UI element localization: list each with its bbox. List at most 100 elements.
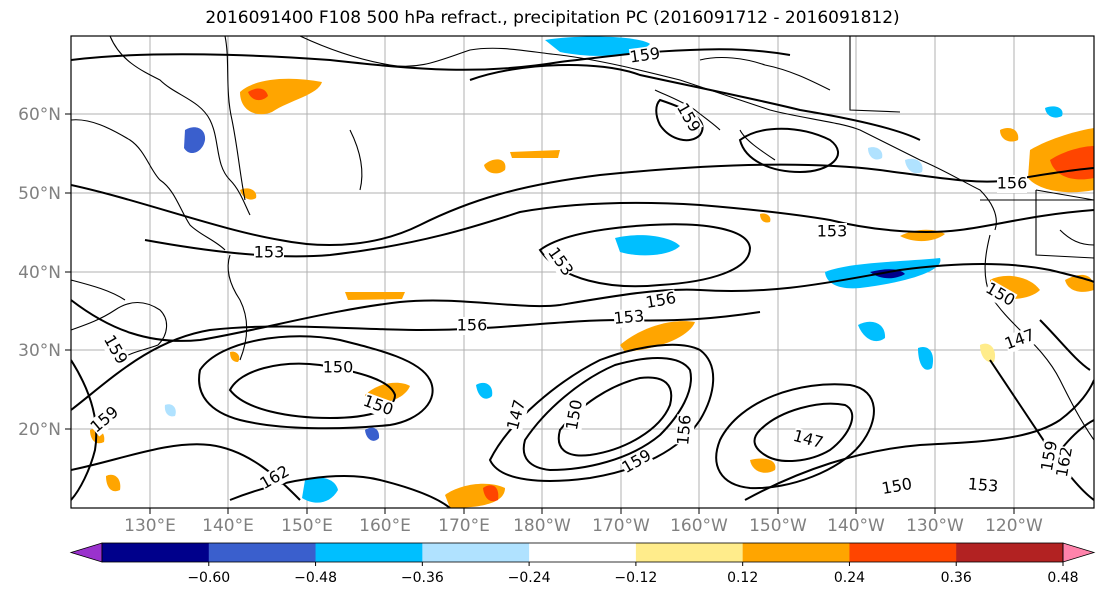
lon-label-130w: 130°W bbox=[906, 516, 964, 536]
colorbar-tick-label: 0.48 bbox=[1047, 570, 1078, 586]
contour-label-halo bbox=[997, 175, 1027, 193]
precip-negative-area bbox=[365, 427, 380, 441]
precip-positive-area bbox=[980, 343, 996, 363]
precip-negative-area bbox=[302, 477, 338, 503]
contour-label: 153 bbox=[817, 222, 848, 241]
precip-positive-area bbox=[760, 213, 771, 223]
contour-label: 150 bbox=[323, 358, 354, 377]
contour-label: 153 bbox=[613, 306, 645, 328]
precip-negative-area bbox=[918, 346, 934, 370]
contour-label-halo bbox=[628, 44, 662, 68]
precip-negative-area bbox=[184, 127, 206, 154]
precip-positive-area bbox=[750, 458, 776, 473]
contour-label-halo bbox=[1002, 326, 1038, 354]
precip-negative-area bbox=[868, 147, 883, 160]
lon-label-140w: 140°W bbox=[827, 516, 885, 536]
precip-positive-area bbox=[240, 78, 322, 115]
contour-label-halo bbox=[674, 414, 696, 446]
colorbar-extend-high bbox=[1062, 542, 1096, 563]
contour-label-halo bbox=[544, 244, 576, 280]
colorbar-segment bbox=[956, 543, 1064, 562]
precip-negative-area bbox=[164, 404, 176, 417]
axis-ticks bbox=[65, 113, 1015, 514]
precip-positive-core bbox=[483, 485, 499, 502]
precipitation-shading bbox=[90, 36, 1094, 508]
colorbar-segment bbox=[208, 543, 317, 562]
lat-label-20n: 20°N bbox=[18, 420, 61, 440]
precip-positive-area bbox=[1000, 128, 1019, 142]
contour-label-halo bbox=[504, 398, 530, 432]
contour-label: 153 bbox=[967, 474, 999, 496]
precip-negative-area bbox=[545, 36, 650, 56]
contour-label-halo bbox=[619, 446, 655, 478]
contour-label: 159 bbox=[628, 43, 661, 66]
colorbar-segment bbox=[742, 543, 850, 562]
lon-label-120w: 120°W bbox=[985, 516, 1043, 536]
colorbar-tick-label: −0.24 bbox=[508, 570, 551, 586]
contour-label-halo bbox=[982, 279, 1018, 311]
contour-label-halo bbox=[563, 398, 587, 432]
lat-label-30n: 30°N bbox=[18, 341, 61, 361]
lon-label-150e: 150°E bbox=[281, 516, 333, 536]
colorbar-tick-label: 0.12 bbox=[727, 570, 758, 586]
contour-label-halo bbox=[257, 462, 293, 494]
precip-negative-area bbox=[476, 382, 493, 399]
contour-label-halo bbox=[880, 475, 914, 499]
contour-label-halo bbox=[791, 427, 825, 453]
lon-label-180w: 180°W bbox=[513, 516, 571, 536]
precip-negative-area bbox=[1045, 106, 1063, 118]
lat-label-60n: 60°N bbox=[18, 105, 61, 125]
contour-label-halo bbox=[360, 392, 396, 420]
colorbar-tick-label: −0.60 bbox=[187, 570, 230, 586]
colorbar-segment bbox=[849, 543, 957, 562]
contour-label: 156 bbox=[457, 316, 488, 335]
lon-label-160w: 160°W bbox=[670, 516, 728, 536]
coastlines bbox=[71, 36, 1094, 441]
contour-label: 156 bbox=[997, 174, 1028, 193]
precip-positive-area bbox=[620, 321, 695, 352]
colorbar-tick-label: 0.24 bbox=[834, 570, 865, 586]
colorbar-border bbox=[101, 542, 1064, 563]
precip-negative-area bbox=[905, 158, 923, 174]
contour-label-halo bbox=[644, 289, 678, 313]
latitude-labels: 60°N 50°N 40°N 30°N 20°N bbox=[18, 105, 61, 440]
lon-label-140e: 140°E bbox=[202, 516, 254, 536]
colorbar-segment bbox=[102, 543, 210, 562]
contour-label-halo bbox=[87, 403, 123, 437]
lon-label-130e: 130°E bbox=[124, 516, 176, 536]
lon-label-150w: 150°W bbox=[749, 516, 807, 536]
lat-label-50n: 50°N bbox=[18, 184, 61, 204]
colorbar-tick-label: −0.48 bbox=[294, 570, 337, 586]
lon-label-160e: 160°E bbox=[359, 516, 411, 536]
precip-negative-area bbox=[615, 235, 680, 256]
contour-label-halo bbox=[323, 359, 353, 377]
precip-positive-area bbox=[484, 159, 506, 174]
map-title: 2016091400 F108 500 hPa refract., precip… bbox=[205, 8, 900, 28]
precip-negative-area bbox=[858, 321, 886, 342]
colorbar-tick-label: 0.36 bbox=[941, 570, 972, 586]
colorbar: −0.60 −0.48 −0.36 −0.24 −0.12 0.12 0.24 0.36 0.4… bbox=[69, 542, 1096, 586]
precip-positive-core bbox=[248, 88, 268, 101]
colorbar-segment bbox=[529, 543, 637, 562]
contour-label: 153 bbox=[254, 243, 285, 262]
colorbar-segment bbox=[315, 543, 423, 562]
precip-positive-area bbox=[106, 474, 121, 492]
contour-label: 156 bbox=[673, 414, 695, 446]
colorbar-segment bbox=[635, 543, 744, 562]
colorbar-extend-low bbox=[69, 542, 103, 563]
longitude-labels: 130°E 140°E 150°E 160°E 170°E 180°W 170°… bbox=[124, 516, 1043, 536]
contour-label-halo bbox=[254, 244, 284, 262]
lon-label-170w: 170°W bbox=[592, 516, 650, 536]
colorbar-tick-label: −0.12 bbox=[614, 570, 657, 586]
contour-label-halo bbox=[967, 475, 999, 497]
contour-label-halo bbox=[457, 317, 487, 335]
lon-label-170e: 170°E bbox=[438, 516, 490, 536]
precip-positive-area bbox=[230, 351, 240, 362]
contour-label-halo bbox=[817, 223, 847, 241]
colorbar-segment bbox=[422, 543, 530, 562]
precip-positive-area bbox=[510, 150, 560, 158]
colorbar-tick-label: −0.36 bbox=[401, 570, 444, 586]
contour-label-halo bbox=[99, 332, 131, 368]
